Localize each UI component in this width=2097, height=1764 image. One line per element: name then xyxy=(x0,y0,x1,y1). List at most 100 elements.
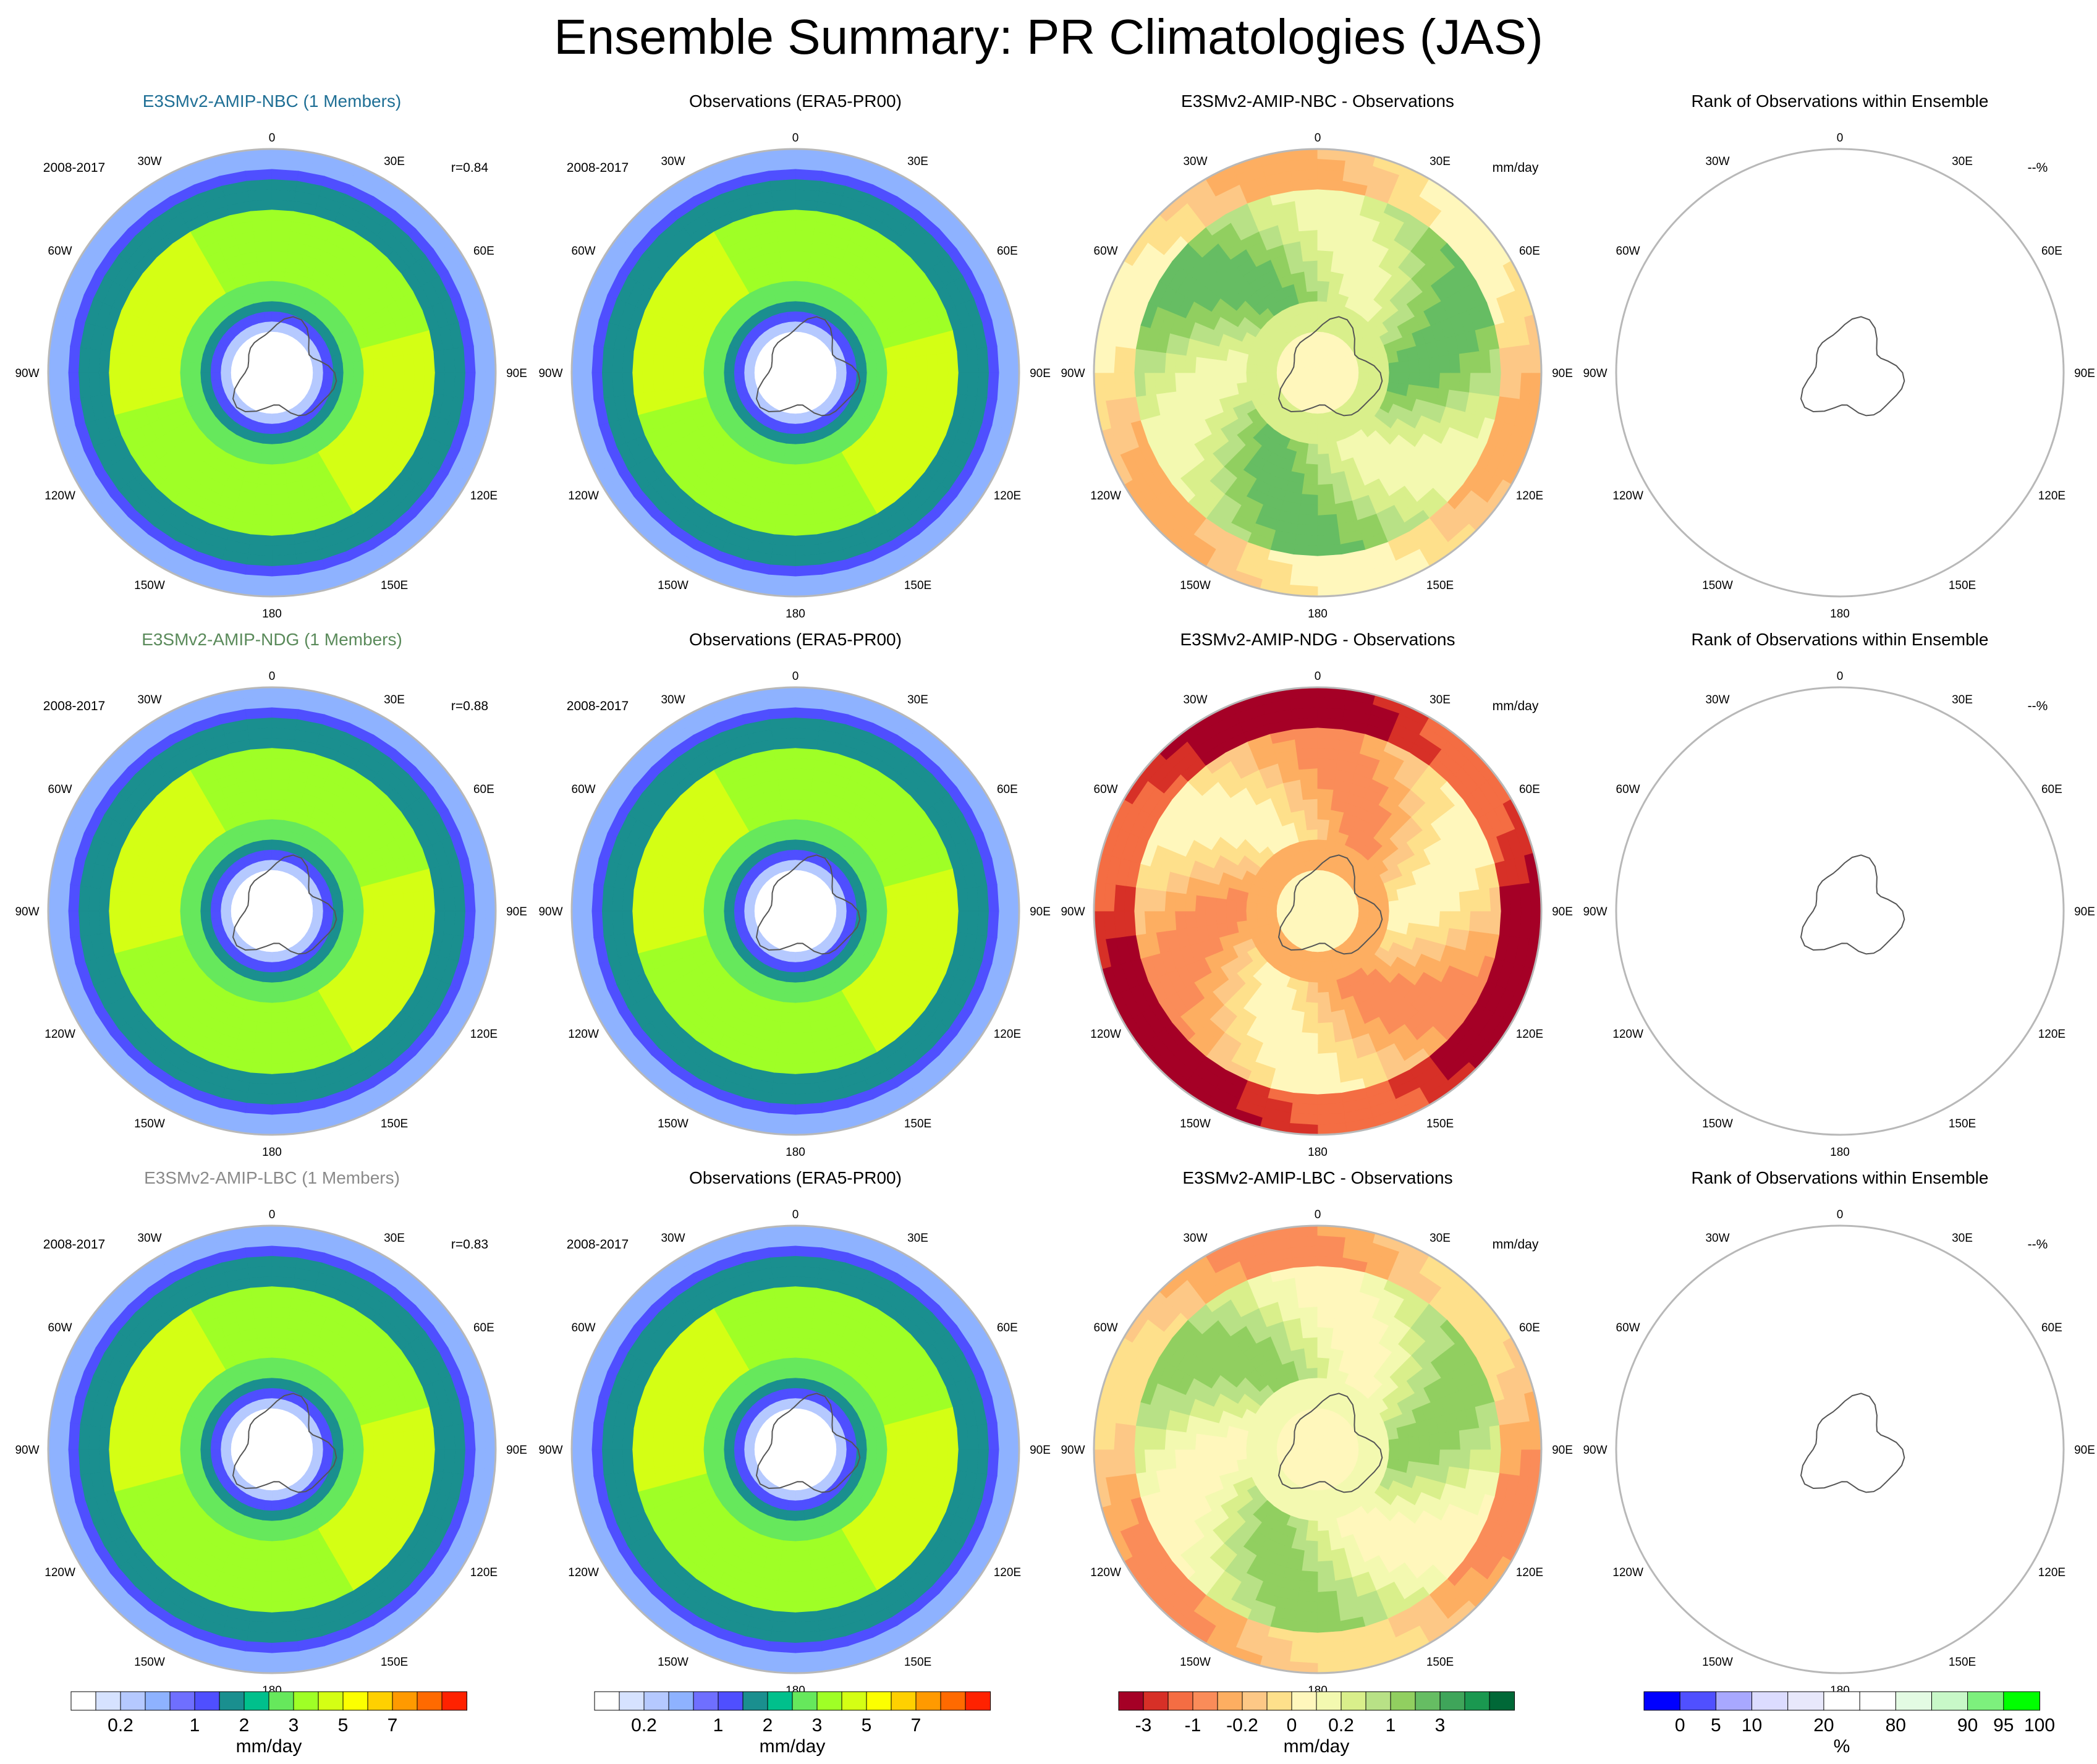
map-border xyxy=(1615,686,2065,1136)
colorbar-swatch xyxy=(1859,1691,1897,1711)
longitude-label: 30W xyxy=(137,1232,161,1245)
colorbar-swatch xyxy=(841,1691,867,1711)
longitude-label: 150E xyxy=(381,1117,408,1130)
longitude-label: 60W xyxy=(1616,1321,1640,1334)
colorbar: -3 -1 -0.2 0 0.2 1 3 mm/day xyxy=(1118,1691,1515,1757)
longitude-label: 120E xyxy=(470,490,498,502)
longitude-label: 60E xyxy=(473,783,494,796)
panel-title: E3SMv2-AMIP-LBC - Observations xyxy=(1182,1168,1452,1187)
colorbar-swatch xyxy=(1192,1691,1218,1711)
longitude-label: 150W xyxy=(134,1656,165,1669)
colorbar-swatch xyxy=(792,1691,818,1711)
longitude-label: 30E xyxy=(1952,1232,1973,1245)
longitude-label: 30W xyxy=(1183,1232,1207,1245)
longitude-label: 150W xyxy=(1180,579,1211,592)
colorbar-swatch xyxy=(718,1691,743,1711)
colorbar-tick-label: 1 xyxy=(713,1715,724,1736)
colorbar-tick-label: 0 xyxy=(1287,1715,1297,1736)
colorbar-tick-label: 5 xyxy=(338,1715,349,1736)
longitude-label: 60E xyxy=(1519,245,1540,258)
colorbar-swatch xyxy=(940,1691,966,1711)
colorbar-swatch xyxy=(594,1691,620,1711)
map-border xyxy=(1093,686,1543,1136)
longitude-label: 60W xyxy=(48,783,72,796)
period-label: 2008-2017 xyxy=(43,1237,105,1252)
antarctica-coastline xyxy=(1800,316,1905,417)
colorbar-unit-label: mm/day xyxy=(236,1736,302,1757)
map-border xyxy=(47,686,497,1136)
longitude-label: 90W xyxy=(538,1444,562,1457)
colorbar-tick-label: 7 xyxy=(388,1715,398,1736)
longitude-label: 0 xyxy=(269,1208,276,1221)
longitude-label: 180 xyxy=(1308,608,1328,621)
longitude-label: 60W xyxy=(572,1321,596,1334)
longitude-label: 150W xyxy=(1702,1117,1733,1130)
colorbar-tick-label: 7 xyxy=(911,1715,921,1736)
longitude-label: 60W xyxy=(1616,783,1640,796)
longitude-label: 150W xyxy=(1180,1656,1211,1669)
longitude-label: 150W xyxy=(1702,1656,1733,1669)
map-field xyxy=(572,149,1019,596)
longitude-label: 120E xyxy=(1516,1566,1543,1579)
longitude-label: 30W xyxy=(1705,1232,1729,1245)
longitude-label: 30W xyxy=(661,693,685,706)
colorbar: 0.2 1 2 3 5 7 mm/day xyxy=(594,1691,991,1757)
panel-title: Observations (ERA5-PR00) xyxy=(689,1168,902,1187)
longitude-label: 150E xyxy=(1426,1656,1454,1669)
colorbar-swatch xyxy=(1365,1691,1391,1711)
longitude-label: 180 xyxy=(1308,1146,1328,1159)
map-panel: E3SMv2-AMIP-NBC - Observations mm/day 0 30E… xyxy=(1061,91,1572,621)
colorbar-swatch xyxy=(1679,1691,1717,1711)
colorbar-swatch xyxy=(693,1691,719,1711)
period-label: 2008-2017 xyxy=(567,1237,629,1252)
longitude-label: 180 xyxy=(786,608,805,621)
longitude-label: 60E xyxy=(997,783,1018,796)
colorbar-swatch xyxy=(1390,1691,1416,1711)
longitude-label: 120W xyxy=(1612,1028,1643,1041)
longitude-label: 120W xyxy=(1612,1566,1643,1579)
map-field xyxy=(1094,1226,1541,1673)
longitude-label: 0 xyxy=(1315,1208,1321,1221)
longitude-label: 0 xyxy=(1837,1208,1844,1221)
panel-title: E3SMv2-AMIP-NDG - Observations xyxy=(1180,630,1455,649)
colorbar: 0.2 1 2 3 5 7 mm/day xyxy=(70,1691,467,1757)
colorbar-swatch xyxy=(1266,1691,1292,1711)
map-panel: Observations (ERA5-PR00) 2008-2017 0 30E 60E… xyxy=(538,91,1050,621)
colorbar-swatch xyxy=(1242,1691,1268,1711)
longitude-label: 90W xyxy=(15,1444,39,1457)
colorbar-swatch xyxy=(1752,1691,1789,1711)
map-border xyxy=(1093,1224,1543,1674)
colorbar-unit-label: mm/day xyxy=(1284,1736,1350,1757)
map-border xyxy=(47,1224,497,1674)
map-panel: E3SMv2-AMIP-NBC (1 Members) 2008-2017 r=0.… xyxy=(15,91,527,621)
colorbar-swatch xyxy=(767,1691,793,1711)
panel-annotation: r=0.88 xyxy=(451,699,488,713)
map-border xyxy=(1615,1224,2065,1674)
panel-annotation: --% xyxy=(2028,161,2048,175)
colorbar-swatch xyxy=(145,1691,171,1711)
colorbar-tick-label: 100 xyxy=(2024,1715,2055,1736)
map-panel: E3SMv2-AMIP-NDG (1 Members) 2008-2017 r=0.… xyxy=(15,630,527,1159)
longitude-label: 30E xyxy=(907,693,928,706)
map-panel: Observations (ERA5-PR00) 2008-2017 0 30E 60E… xyxy=(538,1168,1050,1697)
colorbar-tick-label: 0.2 xyxy=(631,1715,657,1736)
map-field xyxy=(48,1226,496,1673)
longitude-label: 0 xyxy=(1315,132,1321,145)
colorbar-swatch xyxy=(219,1691,245,1711)
map-field xyxy=(1094,687,1541,1135)
map-panel: E3SMv2-AMIP-LBC - Observations mm/day 0 30E… xyxy=(1061,1168,1572,1697)
map-border xyxy=(1093,148,1543,598)
colorbar-tick-label: 0 xyxy=(1675,1715,1685,1736)
longitude-label: 60E xyxy=(1519,1321,1540,1334)
period-label: 2008-2017 xyxy=(43,161,105,175)
colorbar-swatch xyxy=(965,1691,991,1711)
longitude-label: 90W xyxy=(538,367,562,380)
longitude-label: 0 xyxy=(269,132,276,145)
panel-title: Rank of Observations within Ensemble xyxy=(1692,630,1989,649)
colorbar-swatch xyxy=(1439,1691,1465,1711)
colorbar-tick-label: 95 xyxy=(1993,1715,2014,1736)
map-panel: Observations (ERA5-PR00) 2008-2017 0 30E 60E… xyxy=(538,630,1050,1159)
longitude-label: 120W xyxy=(568,490,599,502)
longitude-label: 90E xyxy=(506,905,527,918)
